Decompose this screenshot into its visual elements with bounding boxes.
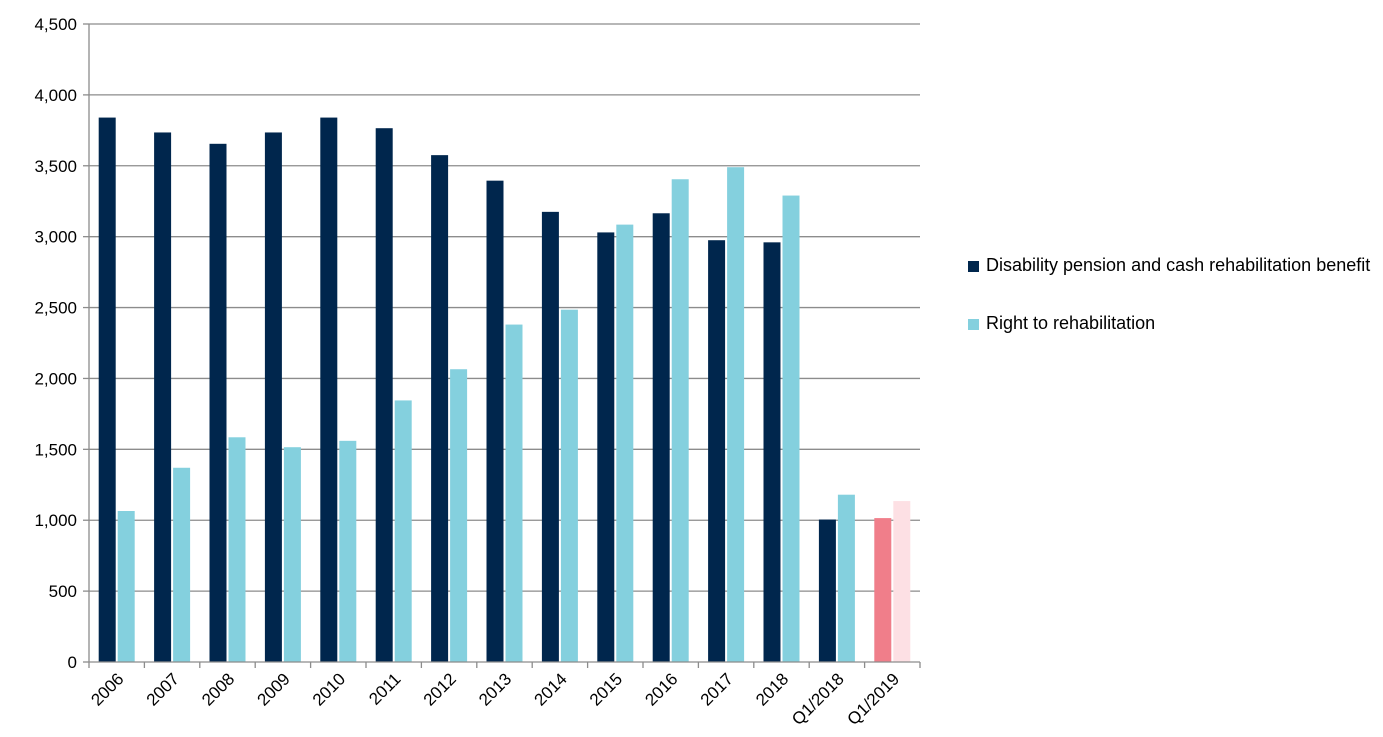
bar-rehabilitation-2010 xyxy=(339,440,357,662)
x-tick-label: 2007 xyxy=(143,669,183,709)
bar-rehabilitation-2015 xyxy=(616,224,634,663)
bar-disability-2011 xyxy=(375,128,393,662)
bar-rehabilitation-2017 xyxy=(727,167,745,662)
legend-item-rehabilitation: Right to rehabilitation xyxy=(964,312,1379,335)
y-tick-label: 3,500 xyxy=(34,157,77,176)
bar-disability-2012 xyxy=(431,155,449,662)
y-tick-labels: 0 500 1,000 1,500 2,000 2,500 3,000 3,500 4,000 4… xyxy=(34,15,77,672)
y-tick-label: 1,000 xyxy=(34,511,77,530)
x-tick-label: 2010 xyxy=(309,669,349,709)
bar-rehabilitation-Q1-2019 xyxy=(893,501,911,662)
y-tick-label: 4,500 xyxy=(34,15,77,34)
legend-item-disability: Disability pension and cash rehabilitati… xyxy=(964,254,1379,277)
bar-disability-2013 xyxy=(486,180,504,663)
legend-label-disability: Disability pension and cash rehabilitati… xyxy=(986,255,1371,275)
x-tick-label: 2008 xyxy=(198,669,238,709)
y-tick-label: 2,500 xyxy=(34,299,77,318)
bar-disability-Q1-2019 xyxy=(874,518,892,662)
x-tick-label: 2016 xyxy=(641,669,681,709)
y-tick-label: 3,000 xyxy=(34,228,77,247)
x-tick-label: Q1/2018 xyxy=(788,669,848,729)
bar-rehabilitation-2014 xyxy=(560,309,578,662)
bar-disability-2015 xyxy=(597,232,615,662)
bar-disability-Q1-2018 xyxy=(818,519,836,662)
y-tick-label: 500 xyxy=(49,582,77,601)
x-tick-label: 2015 xyxy=(586,669,626,709)
x-tick-label: 2014 xyxy=(531,669,571,709)
y-tick-label: 4,000 xyxy=(34,86,77,105)
legend-label-rehabilitation: Right to rehabilitation xyxy=(986,313,1156,333)
x-tick-label: 2017 xyxy=(697,669,737,709)
bar-disability-2009 xyxy=(264,132,282,662)
bar-rehabilitation-2013 xyxy=(505,324,523,662)
bar-rehabilitation-Q1-2018 xyxy=(837,494,855,662)
bar-rehabilitation-2007 xyxy=(173,467,191,662)
bar-disability-2017 xyxy=(708,240,726,662)
bar-rehabilitation-2016 xyxy=(671,179,689,662)
legend: Disability pension and cash rehabilitati… xyxy=(964,254,1379,370)
x-tick-labels: 2006 2007 2008 2009 2010 2011 2012 2013 2014 2015… xyxy=(87,669,903,729)
bar-disability-2016 xyxy=(652,213,670,663)
bar-rehabilitation-2006 xyxy=(117,511,135,662)
bar-rehabilitation-2008 xyxy=(228,437,246,662)
bar-rehabilitation-2011 xyxy=(394,400,412,662)
x-tick-label: 2013 xyxy=(475,669,515,709)
y-tick-label: 2,000 xyxy=(34,369,77,388)
bar-rehabilitation-2018 xyxy=(782,195,800,662)
bar-rehabilitation-2009 xyxy=(283,447,301,662)
bar-rehabilitation-2012 xyxy=(450,369,468,662)
x-tick-label: 2012 xyxy=(420,669,460,709)
x-tick-label: 2006 xyxy=(87,669,127,709)
axes xyxy=(83,23,921,668)
bar-disability-2010 xyxy=(320,117,338,662)
gridlines xyxy=(89,23,920,592)
bars xyxy=(98,117,911,663)
bar-disability-2014 xyxy=(541,211,559,662)
legend-swatch-rehabilitation xyxy=(968,319,979,330)
x-tick-label: 2011 xyxy=(365,669,404,708)
y-tick-label: 1,500 xyxy=(34,440,77,459)
y-tick-label: 0 xyxy=(68,653,77,672)
legend-swatch-disability xyxy=(968,261,979,272)
x-tick-label: Q1/2019 xyxy=(844,669,904,729)
bar-disability-2006 xyxy=(98,117,116,662)
bar-disability-2007 xyxy=(154,132,172,662)
bar-disability-2008 xyxy=(209,143,227,662)
bar-disability-2018 xyxy=(763,242,781,663)
x-tick-label: 2018 xyxy=(752,669,792,709)
x-tick-label: 2009 xyxy=(254,669,294,709)
